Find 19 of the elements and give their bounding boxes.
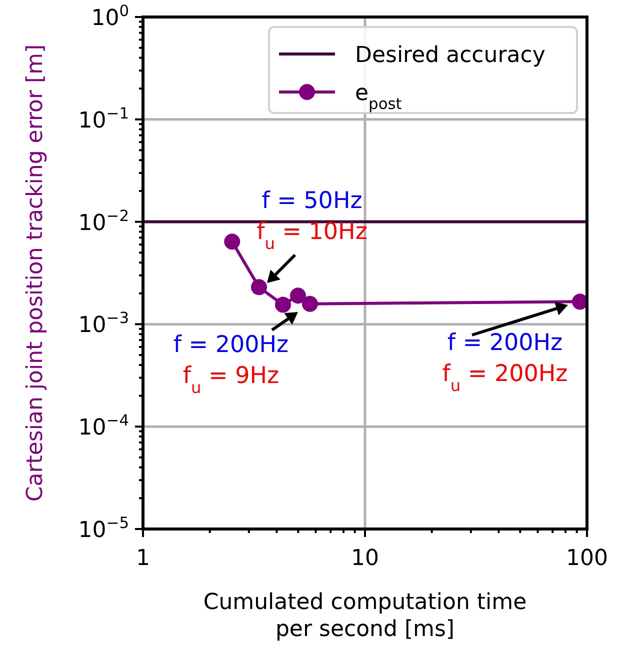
- legend-label: Desired accuracy: [355, 43, 546, 68]
- annotation: f = 200Hz: [173, 332, 289, 358]
- x-tick-label: 10: [351, 546, 379, 571]
- y-tick-label: 10$^{−2}$: [78, 206, 129, 236]
- y-tick-label: 10$^{0}$: [91, 2, 129, 31]
- y-tick-label: 10$^{−3}$: [78, 309, 129, 338]
- annotation: f = 200Hz: [447, 330, 563, 356]
- annotation: f$_{u}$ = 10Hz: [256, 219, 368, 252]
- annotation: f$_{u}$ = 9Hz: [182, 363, 280, 396]
- y-axis-title: Cartesian joint position tracking error [m]: [23, 44, 48, 502]
- x-axis-title: Cumulated computation time per second [ms]: [203, 590, 527, 642]
- y-tick-label: 10$^{−5}$: [78, 514, 129, 543]
- annotation: f = 50Hz: [262, 188, 362, 214]
- y-tick-label: 10$^{−4}$: [78, 412, 129, 441]
- x-tick-label: 100: [566, 546, 608, 571]
- y-tick-label: 10$^{−1}$: [78, 104, 129, 134]
- legend-label: e$_{post}$: [355, 81, 402, 113]
- annotation: f$_{u}$ = 200Hz: [442, 361, 568, 394]
- x-tick-label: 1: [136, 546, 150, 571]
